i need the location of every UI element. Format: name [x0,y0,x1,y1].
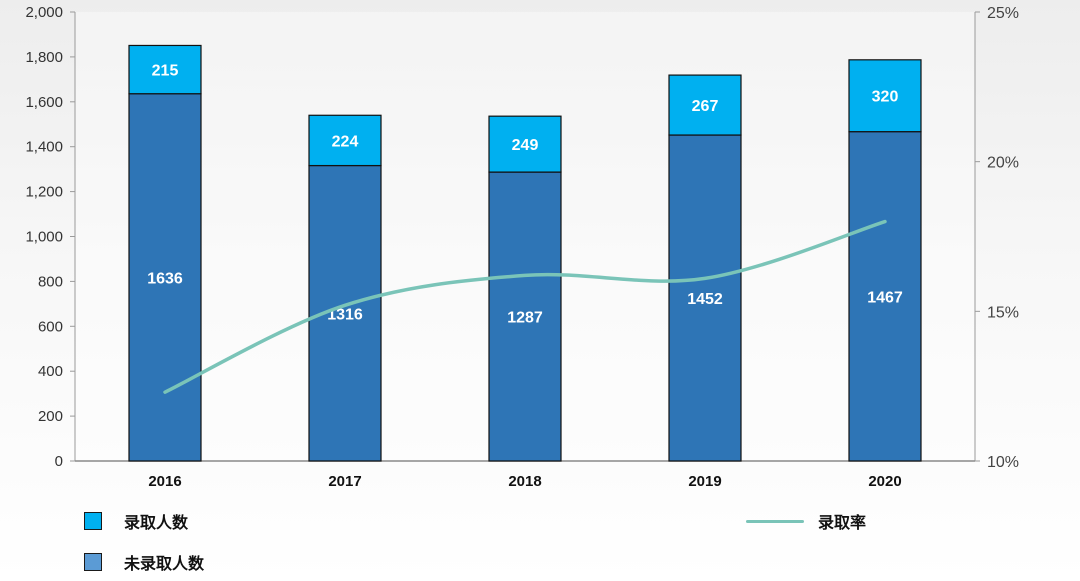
bar-not-admitted [128,93,202,462]
right-tick-label: 20% [987,155,1019,172]
legend-item-not-admitted: 未录取人数 [84,550,204,574]
left-tick-label: 1,400 [25,139,63,156]
x-tick-label: 2018 [508,473,541,490]
x-tick-label: 2016 [148,473,181,490]
legend-swatch-not-admitted [84,553,102,571]
bar-label-not-admitted: 1636 [147,270,183,287]
bar-label-admitted: 224 [332,133,359,150]
legend-label-admitted: 录取人数 [124,515,189,532]
x-axis-ticks: 2016 2017 2018 2019 2020 [148,473,901,490]
bar-not-admitted [848,131,922,462]
left-tick-label: 1,200 [25,184,63,201]
right-axis-ticks: 10% 15% 20% 25% [975,5,1019,471]
left-tick-label: 2,000 [25,4,63,21]
left-tick-label: 0 [55,453,63,470]
legend-item-rate: 录取率 [746,509,866,533]
bar-admitted [128,44,202,95]
left-tick-label: 400 [38,363,63,380]
left-axis-ticks: 0 200 400 600 800 1,000 1,200 1,400 1,600 1,800 2,… [25,4,75,470]
bar-not-admitted [668,134,742,462]
left-tick-label: 600 [38,318,63,335]
left-tick-label: 1,000 [25,229,63,246]
right-tick-label: 25% [987,5,1019,22]
legend-swatch-admitted [84,512,102,530]
bar-label-not-admitted: 1452 [687,291,723,308]
legend-label-not-admitted: 未录取人数 [124,556,205,573]
bar-admitted [488,115,562,173]
bar-admitted [848,59,922,133]
left-tick-label: 1,800 [25,49,63,66]
x-tick-label: 2019 [688,473,721,490]
left-tick-label: 1,600 [25,94,63,111]
rate-line-group [163,219,887,394]
left-tick-label: 200 [38,408,63,425]
rate-line [163,219,887,394]
bar-label-not-admitted: 1316 [327,306,363,323]
bar-label-admitted: 267 [692,98,719,115]
left-tick-label: 800 [38,273,63,290]
bar-admitted [308,114,382,167]
legend-item-admitted: 录取人数 [84,509,188,533]
right-tick-label: 15% [987,304,1019,321]
bar-not-admitted [488,171,562,462]
x-tick-label: 2017 [328,473,361,490]
legend-label-rate: 录取率 [818,515,867,532]
bar-label-not-admitted: 1287 [507,310,543,327]
right-tick-label: 10% [987,454,1019,471]
chart-canvas: 0 200 400 600 800 1,000 1,200 1,400 1,600 1,800 2,… [25,4,1019,490]
bar-label-admitted: 249 [512,137,539,154]
x-tick-label: 2020 [868,473,901,490]
bar-label-not-admitted: 1467 [867,289,903,306]
legend-swatch-rate [746,519,804,523]
bar-admitted [668,74,742,136]
bar-label-admitted: 320 [872,89,899,106]
bar-label-admitted: 215 [152,63,179,80]
